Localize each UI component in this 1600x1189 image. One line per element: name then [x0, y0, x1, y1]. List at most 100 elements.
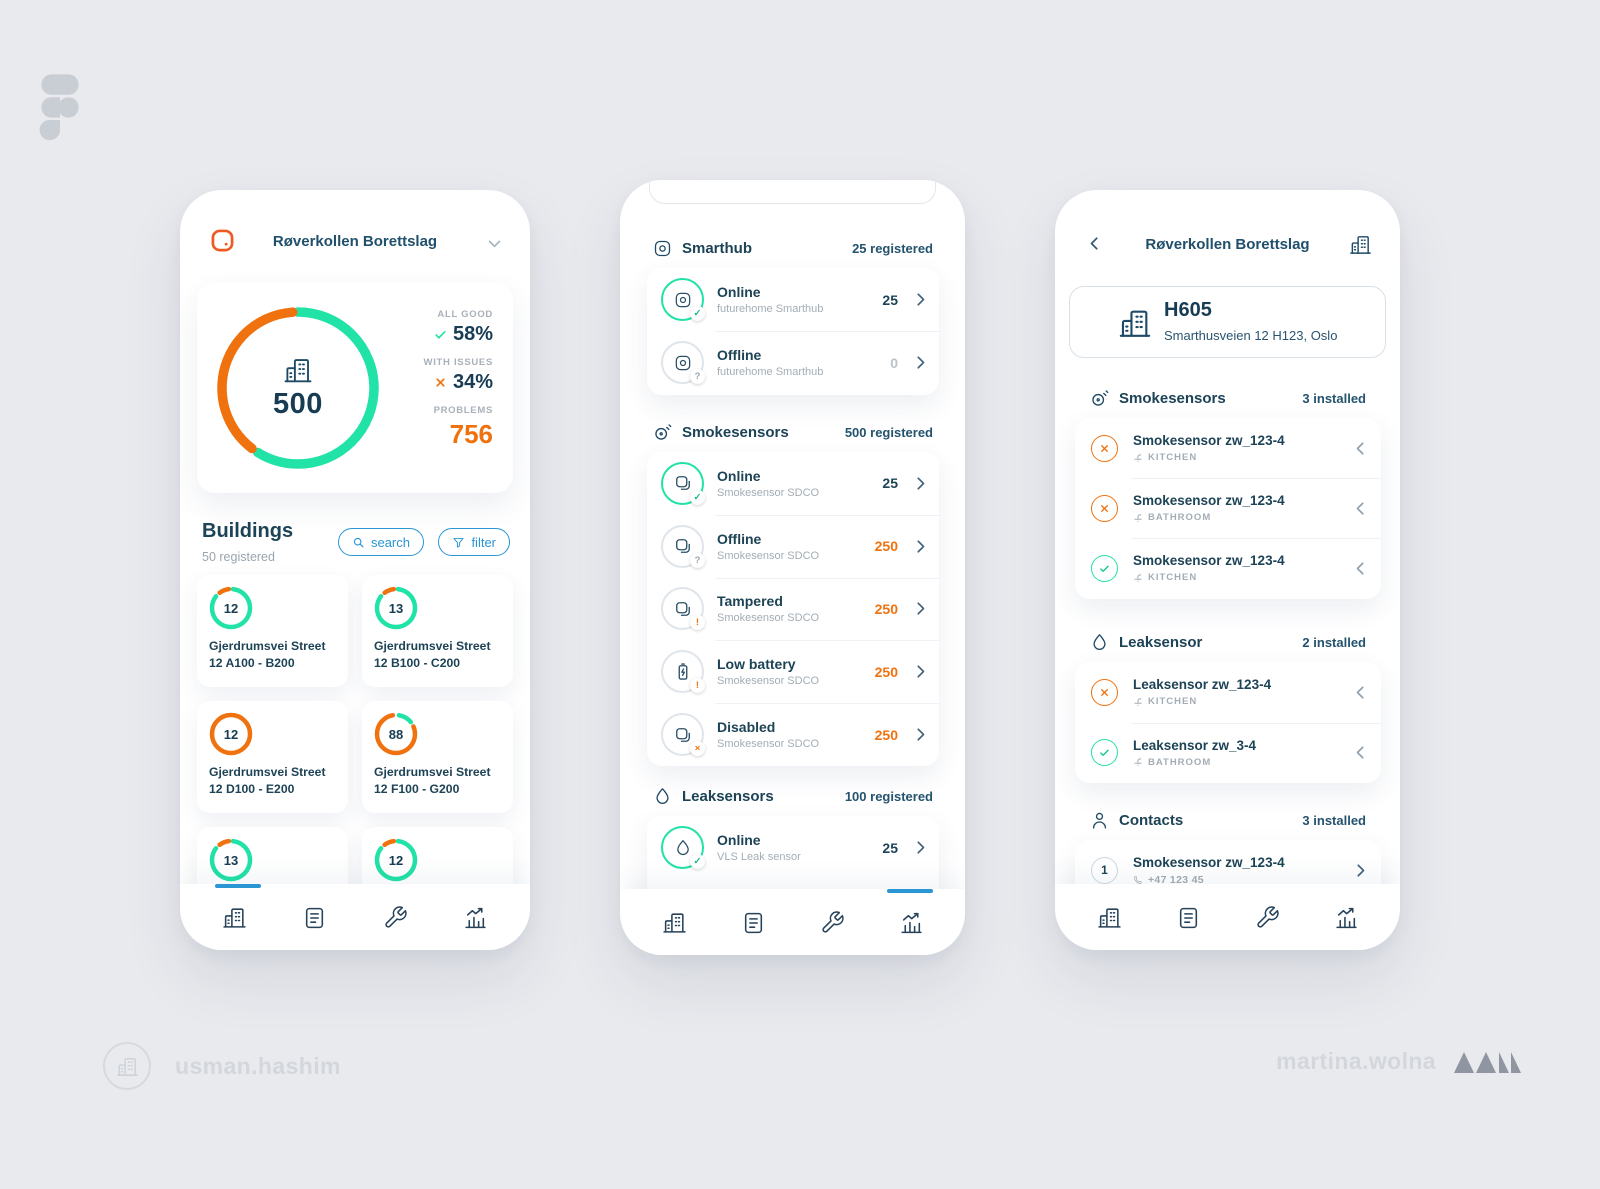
list-icon [1176, 905, 1201, 930]
smokesensor-icon [652, 422, 673, 443]
app-header: Røverkollen Borettslag [180, 226, 530, 258]
building-summary-card: H605 Smarthusveien 12 H123, Oslo [1069, 286, 1386, 358]
building-ring: 13 [209, 838, 253, 882]
nav-buildings-tab[interactable] [1089, 897, 1129, 937]
page-title: Røverkollen Borettslag [272, 233, 438, 250]
nav-tools-tab[interactable] [375, 897, 415, 937]
contact-number-badge: 1 [1091, 856, 1118, 884]
nav-buildings-tab[interactable] [214, 897, 254, 937]
smarthub-icon [652, 238, 673, 259]
leaksensor-section-header: Leaksensor 2 installed [1055, 630, 1400, 654]
building-icon [1118, 306, 1152, 340]
chevron-left-icon [1356, 441, 1365, 456]
stat-label: ALL GOOD [437, 309, 493, 320]
nav-tools-tab[interactable] [812, 902, 852, 942]
chevron-left-icon [1356, 501, 1365, 516]
section-count: 25 registered [852, 240, 933, 256]
building-icon[interactable] [1349, 233, 1372, 256]
stat-problems: PROBLEMS 756 [389, 405, 493, 450]
nav-stats-tab[interactable] [1326, 897, 1366, 937]
chart-icon [899, 910, 924, 935]
total-buildings-count: 500 [273, 388, 323, 420]
nav-stats-tab[interactable] [456, 897, 496, 937]
building-name: Gjerdrumsvei Street 12 D100 - E200 [209, 765, 326, 797]
status-badge [690, 369, 705, 384]
device-row[interactable]: Smokesensor zw_123-4 BATHROOM [1075, 478, 1381, 538]
credit-right: martina.wolna [1276, 1048, 1522, 1075]
smokesensors-section-header: Smokesensors 3 installed [1055, 386, 1400, 410]
building-card[interactable]: 13 Gjerdrumsvei Street 12 B100 - C200 [362, 575, 513, 687]
buildings-icon [1097, 905, 1122, 930]
contacts-section-header: Contacts 3 installed [1055, 808, 1400, 832]
device-icon [661, 278, 705, 321]
bottom-nav [180, 884, 530, 950]
nav-stats-tab[interactable] [891, 902, 931, 942]
nav-list-tab[interactable] [733, 902, 773, 942]
smokesensors-section-header: Smokesensors 500 registered [620, 420, 965, 444]
row-count: 250 [874, 600, 898, 617]
building-code: H605 [1164, 299, 1212, 321]
status-icon [1091, 739, 1118, 767]
status-badge [690, 489, 705, 505]
device-icon [661, 341, 705, 384]
section-count: 3 installed [1302, 812, 1366, 828]
section-count: 2 installed [1302, 634, 1366, 650]
device-row[interactable]: Smokesensor zw_123-4 KITCHEN [1075, 538, 1381, 598]
building-card[interactable]: 12 Gjerdrumsvei Street 12 D100 - E200 [197, 701, 348, 813]
device-row[interactable]: Leaksensor zw_123-4 KITCHEN [1075, 662, 1381, 723]
status-icon [1091, 494, 1118, 522]
credit-left: usman.hashim [103, 1042, 341, 1090]
section-title: Smokesensors [1119, 389, 1226, 407]
person-icon [1089, 810, 1110, 831]
stat-value: 756 [449, 419, 493, 449]
row-count: 250 [874, 663, 898, 680]
section-title: Leaksensor [1119, 633, 1203, 651]
device-icon [661, 650, 705, 694]
contact-row[interactable]: 1 Smokesensor zw_123-4 +47 123 45 [1075, 840, 1381, 900]
nav-list-tab[interactable] [1168, 897, 1208, 937]
device-row[interactable]: Leaksensor zw_3-4 BATHROOM [1075, 722, 1381, 784]
building-card[interactable]: 88 Gjerdrumsvei Street 12 F100 - G200 [362, 701, 513, 813]
summary-card: 500 ALL GOOD 58% WITH ISSUES 34% PROBLEM… [197, 283, 513, 493]
search-field-partial[interactable] [649, 180, 936, 204]
building-ring: 88 [374, 712, 418, 756]
section-count: 100 registered [844, 788, 933, 804]
nav-buildings-tab[interactable] [654, 902, 694, 942]
stat-label: PROBLEMS [433, 405, 493, 416]
room-icon [1133, 573, 1143, 583]
chevron-left-icon [1356, 745, 1365, 760]
stat-all-good: ALL GOOD 58% [389, 309, 493, 346]
chevron-down-icon[interactable] [486, 235, 503, 252]
search-button[interactable]: search [337, 528, 424, 556]
nav-tools-tab[interactable] [1247, 897, 1287, 937]
back-chevron-icon[interactable] [1087, 236, 1102, 251]
donut-ring [217, 307, 379, 469]
status-badge [690, 306, 705, 321]
list-icon [741, 910, 766, 935]
section-title: Buildings [202, 520, 294, 542]
chevron-right-icon [916, 539, 925, 554]
building-ring: 12 [209, 586, 253, 630]
wrench-icon [820, 910, 845, 935]
section-count: 500 registered [844, 424, 933, 440]
active-tab-indicator [215, 884, 261, 888]
building-card[interactable]: 12 Gjerdrumsvei Street 12 A100 - B200 [197, 575, 348, 687]
status-badge [690, 552, 705, 568]
building-name: Gjerdrumsvei Street 12 B100 - C200 [374, 639, 491, 671]
nav-list-tab[interactable] [295, 897, 335, 937]
device-row[interactable]: Smokesensor zw_123-4 KITCHEN [1075, 418, 1381, 478]
status-icon [1091, 554, 1118, 582]
filter-button[interactable]: filter [438, 528, 510, 556]
status-badge [690, 678, 705, 694]
bottom-nav [1055, 884, 1400, 950]
phone-icon [1133, 875, 1143, 885]
bottom-nav [620, 889, 965, 955]
